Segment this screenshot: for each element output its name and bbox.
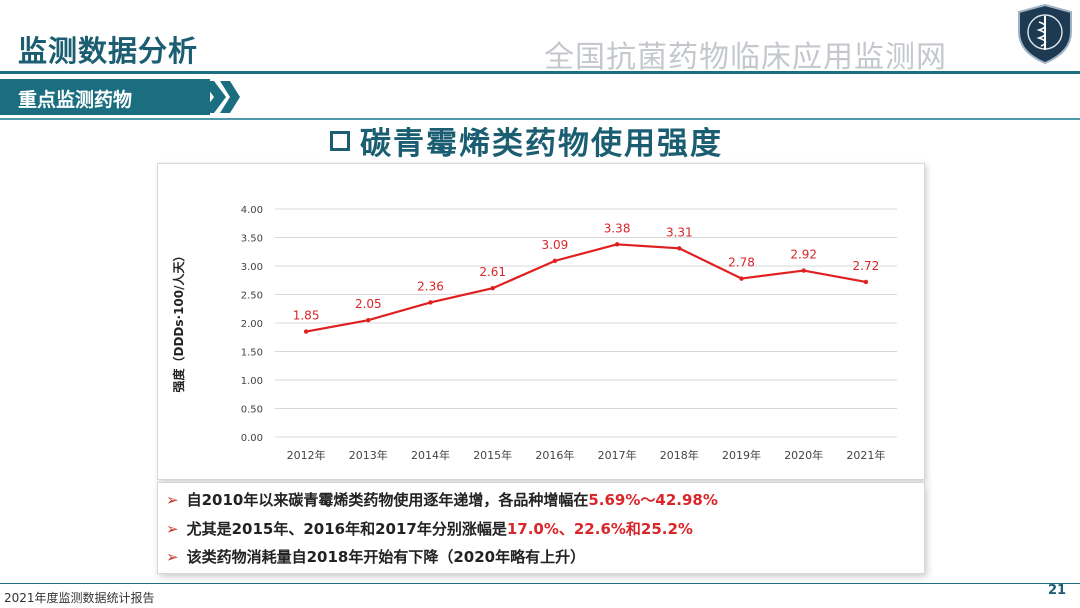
x-tick-label: 2017年 — [598, 448, 637, 462]
line-chart: 0.00 0.50 1.00 1.50 2.00 2.50 3.00 3.50 4.00 201… — [171, 205, 897, 462]
x-tick-label: 2016年 — [535, 448, 574, 462]
footer-text: 2021年度监测数据统计报告 — [4, 591, 155, 605]
data-label: 3.31 — [666, 225, 693, 239]
y-tick-label: 1.50 — [241, 348, 263, 359]
x-axis-ticks: 2012年 2013年 2014年 2015年 2016年 2017年 2018年 2019年… — [287, 448, 886, 462]
chart-grid — [275, 208, 897, 438]
arrow-right-icon: ➢ — [166, 491, 179, 509]
data-point — [863, 279, 869, 285]
x-tick-label: 2021年 — [846, 448, 885, 462]
data-point — [428, 300, 433, 305]
data-label: 1.85 — [293, 309, 320, 323]
shield-logo-icon — [1018, 3, 1072, 65]
y-tick-label: 0.50 — [241, 405, 263, 416]
header-divider — [0, 71, 1080, 74]
y-axis-ticks: 0.00 0.50 1.00 1.50 2.00 2.50 3.00 3.50 4.00 — [241, 205, 263, 444]
x-tick-label: 2012年 — [287, 448, 326, 462]
data-point — [677, 246, 682, 251]
data-point — [490, 286, 495, 291]
data-label: 2.36 — [417, 279, 444, 293]
data-point — [366, 317, 371, 323]
data-point — [614, 242, 620, 247]
y-tick-label: 3.00 — [241, 262, 263, 273]
x-tick-label: 2014年 — [411, 448, 450, 462]
x-tick-label: 2018年 — [660, 448, 699, 462]
data-points — [303, 242, 869, 334]
data-label: 3.38 — [604, 221, 631, 235]
section-divider — [0, 118, 1080, 120]
y-tick-label: 2.00 — [241, 319, 263, 330]
arrow-right-icon: ➢ — [166, 520, 179, 538]
summary-bullet-2: ➢ 尤其是2015年、2016年和2017年分别涨幅是17.0%、22.6%和25… — [166, 520, 693, 538]
data-label: 2.61 — [479, 265, 506, 279]
data-point — [303, 329, 309, 334]
x-tick-label: 2020年 — [784, 448, 823, 462]
data-label: 2.72 — [853, 259, 880, 273]
y-tick-label: 1.00 — [241, 376, 263, 387]
section-label: 重点监测药物 — [18, 89, 133, 111]
data-point — [739, 276, 744, 281]
data-labels: 1.85 2.05 2.36 2.61 3.09 3.38 3.31 2.78 2.92 2.72 — [293, 221, 880, 322]
data-point — [801, 268, 806, 273]
data-label: 2.92 — [790, 248, 817, 262]
data-point — [552, 258, 558, 264]
y-tick-label: 2.50 — [241, 291, 263, 302]
summary-panel — [157, 482, 925, 574]
data-label: 3.09 — [542, 238, 569, 252]
y-axis-label: 强度（DDDs·100/人天） — [171, 249, 186, 392]
x-tick-label: 2013年 — [349, 448, 388, 462]
chart-panel — [157, 163, 925, 480]
summary-bullet-3: ➢ 该类药物消耗量自2018年开始有下降（2020年略有上升） — [166, 548, 586, 566]
org-title: 全国抗菌药物临床应用监测网 — [544, 40, 947, 75]
chart-title: 碳青霉烯类药物使用强度 — [360, 126, 723, 162]
square-bullet-icon — [330, 131, 350, 151]
y-tick-label: 3.50 — [241, 234, 263, 245]
data-label: 2.05 — [355, 297, 382, 311]
y-tick-label: 0.00 — [241, 433, 263, 444]
chevron-right-icon — [184, 81, 240, 113]
series-line — [305, 243, 867, 333]
arrow-right-icon: ➢ — [166, 548, 179, 566]
x-tick-label: 2019年 — [722, 448, 761, 462]
section-ribbon — [0, 79, 210, 115]
data-label: 2.78 — [728, 256, 755, 270]
y-tick-label: 4.00 — [241, 205, 263, 216]
x-tick-label: 2015年 — [473, 448, 512, 462]
page-number: 21 — [1048, 583, 1067, 598]
summary-bullet-1: ➢ 自2010年以来碳青霉烯类药物使用逐年递增，各品种增幅在5.69%～42.98… — [166, 491, 718, 509]
footer-divider — [0, 583, 1080, 584]
page-title: 监测数据分析 — [18, 34, 199, 68]
